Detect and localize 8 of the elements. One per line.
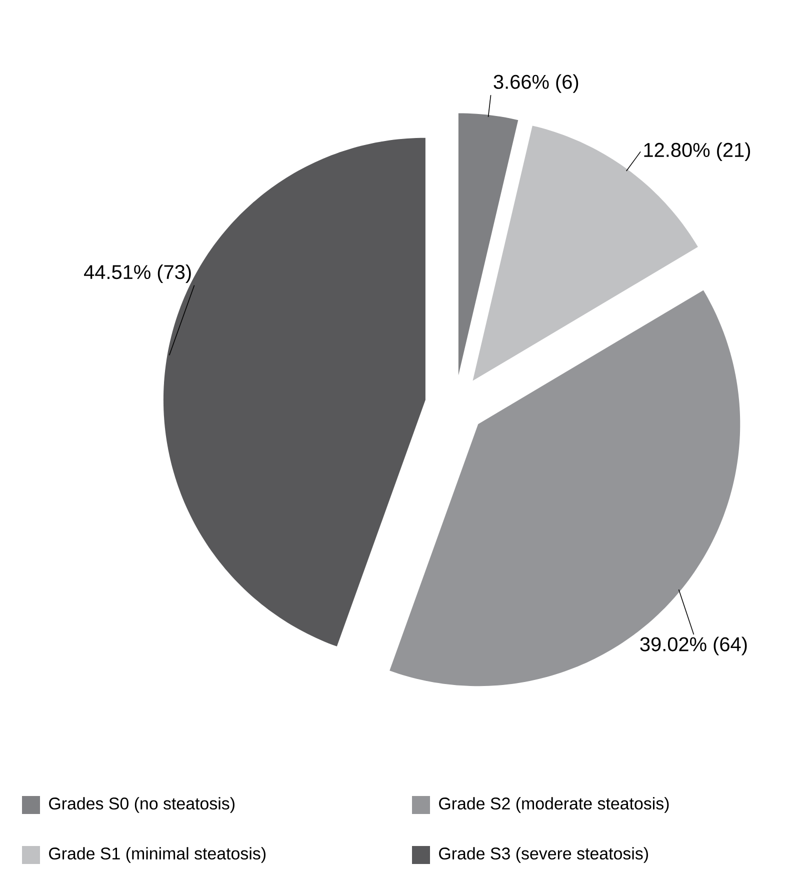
legend-label: Grade S3 (severe steatosis) [439, 847, 648, 863]
data-label: 39.02% (64) [640, 636, 747, 656]
legend-label: Grade S2 (moderate steatosis) [439, 797, 669, 813]
data-label: 44.51% (73) [84, 264, 191, 284]
data-label: 3.66% (6) [494, 74, 578, 93]
legend-label: Grade S1 (minimal steatosis) [49, 847, 266, 863]
legend-label: Grades S0 (no steatosis) [49, 797, 234, 813]
data-label: 12.80% (21) [644, 142, 750, 161]
